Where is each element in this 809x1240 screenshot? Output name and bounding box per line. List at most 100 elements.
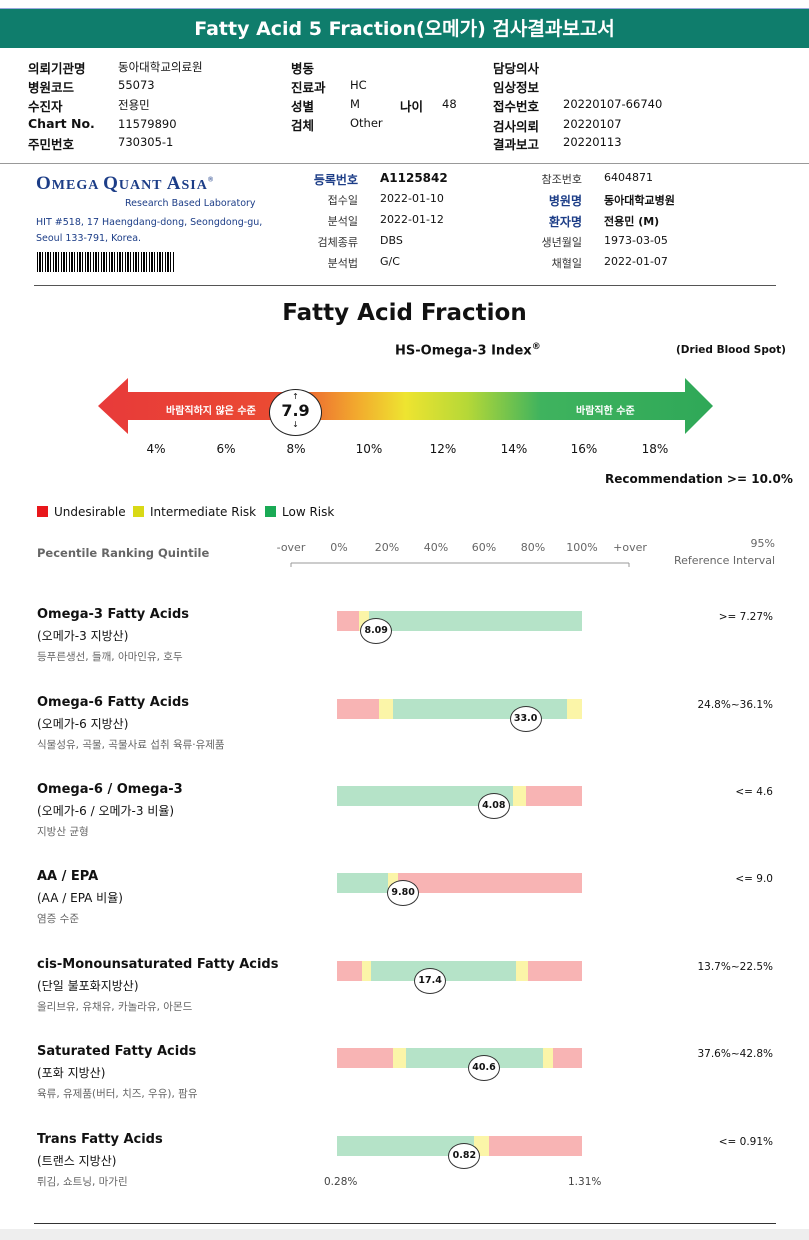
row-foods: 염증 수준 [37, 913, 79, 925]
header-value: 730305-1 [118, 135, 174, 149]
result-marker: 8.09 [360, 618, 393, 644]
row-subtitle: (포화 지방산) [37, 1066, 106, 1080]
index-value-marker: ↑ 7.9 ↓ [269, 389, 322, 436]
result-bar: 9.80 [337, 873, 582, 906]
header-label: 담당의사 [493, 61, 540, 76]
bar-segment-red [337, 961, 362, 981]
divider [34, 1223, 776, 1224]
info-label: 분석일 [327, 215, 358, 228]
undesirable-label: 바람직하지 않은 수준 [166, 406, 256, 417]
bar-segment-yellow [515, 961, 529, 981]
result-marker: 40.6 [468, 1055, 500, 1081]
index-tick: 14% [500, 442, 528, 456]
header-label: 의뢰기관명 [28, 61, 86, 76]
row-foods: 튀김, 쇼트닝, 마가린 [37, 1176, 128, 1188]
reference-interval: <= 4.6 [735, 786, 773, 798]
row-foods: 육류, 유제품(버터, 치즈, 우유), 팜유 [37, 1088, 198, 1100]
index-title: HS-Omega-3 Index® [395, 342, 541, 359]
reference-interval: 24.8%~36.1% [697, 699, 773, 711]
info-value: 2022-01-10 [380, 192, 444, 205]
quintile-tick: 20% [374, 541, 400, 554]
bar-segment-yellow [542, 1048, 553, 1068]
info-value: 동아대학교병원 [604, 194, 675, 207]
bar-segment-green [337, 873, 389, 893]
header-value: 20220113 [563, 135, 622, 149]
header-value: 20220107-66740 [563, 97, 663, 111]
row-subtitle: (AA / EPA 비율) [37, 891, 123, 905]
result-bar: 4.08 [337, 786, 582, 819]
quintile-label: Pecentile Ranking Quintile [37, 546, 210, 560]
header-value: HC [350, 78, 367, 92]
info-label: 접수일 [327, 194, 358, 207]
quintile-tick: 40% [423, 541, 449, 554]
header-label: 검체 [291, 118, 315, 133]
divider [0, 163, 809, 164]
bar-segment-red [552, 1048, 582, 1068]
quintile-tick: 100% [566, 541, 598, 554]
bar-segment-yellow [378, 699, 394, 719]
quintile-tick: 0% [330, 541, 348, 554]
bar-segment-red [528, 961, 582, 981]
lab-subtitle: Research Based Laboratory [125, 198, 256, 209]
bar-segment-green [368, 611, 582, 631]
info-label: 검체종류 [317, 236, 358, 249]
index-tick: 12% [429, 442, 457, 456]
result-bar: 17.4 [337, 961, 582, 994]
age-value: 48 [442, 97, 457, 111]
ref-interval-label: Reference Interval [673, 554, 775, 567]
desirable-label: 바람직한 수준 [576, 406, 635, 417]
row-subtitle: (오메가-3 지방산) [37, 629, 129, 643]
header-value: M [350, 97, 360, 111]
quintile-tick: 80% [520, 541, 546, 554]
bar-segment-green [337, 786, 514, 806]
legend-swatch [265, 506, 276, 517]
bar-segment-red [337, 699, 379, 719]
lab-logo: OMEGA QUANT ASIA® [36, 173, 215, 194]
omega3-index-scale [98, 378, 713, 434]
bar-segment-red [525, 786, 582, 806]
result-marker: 33.0 [509, 706, 542, 732]
result-marker: 9.80 [387, 880, 420, 906]
row-foods: 등푸른생선, 들깨, 아마인유, 호두 [37, 651, 183, 663]
row-name: Omega-6 Fatty Acids [37, 695, 190, 710]
fraction-title: Fatty Acid Fraction [282, 300, 527, 326]
index-tick: 8% [286, 442, 306, 456]
header-label: 접수번호 [493, 99, 540, 114]
result-bar: 40.6 [337, 1048, 582, 1081]
recommendation: Recommendation >= 10.0% [605, 472, 793, 486]
info-value: 2022-01-12 [380, 213, 444, 226]
result-marker: 0.82 [448, 1143, 481, 1169]
header-value: 전용민 [118, 98, 150, 112]
bar-segment-red [337, 1048, 394, 1068]
sample-type: (Dried Blood Spot) [676, 344, 786, 356]
result-bar: 0.82 [337, 1136, 582, 1169]
bar-segment-red [337, 611, 360, 631]
header-label: 병동 [291, 61, 315, 76]
report-title: Fatty Acid 5 Fraction(오메가) 검사결과보고서 [0, 8, 809, 48]
row-subtitle: (오메가-6 / 오메가-3 비율) [37, 804, 175, 818]
bar-segment-red [398, 873, 582, 893]
axis-max: 1.31% [568, 1176, 602, 1188]
header-label: 병원코드 [28, 80, 75, 95]
result-bar: 8.09 [337, 611, 582, 644]
header-value: 동아대학교의료원 [118, 60, 203, 74]
legend-label: Undesirable [54, 505, 126, 519]
quintile-tick: +over [613, 541, 647, 554]
info-value: DBS [380, 234, 403, 247]
info-value: 6404871 [604, 171, 653, 184]
row-foods: 지방산 균형 [37, 826, 89, 838]
barcode [37, 252, 175, 272]
index-tick: 6% [216, 442, 236, 456]
legend-item: Low Risk [265, 505, 334, 519]
header-value: Other [350, 116, 383, 130]
header-label: 주민번호 [28, 137, 75, 152]
result-marker: 4.08 [477, 793, 510, 819]
result-bar: 33.0 [337, 699, 582, 732]
row-name: cis-Monounsaturated Fatty Acids [37, 957, 279, 972]
header-label: 임상정보 [493, 80, 540, 95]
bar-segment-yellow [513, 786, 526, 806]
quintile-tick: -over [276, 541, 306, 554]
row-subtitle: (오메가-6 지방산) [37, 717, 129, 731]
divider [34, 285, 776, 286]
bar-segment-green [337, 1136, 475, 1156]
